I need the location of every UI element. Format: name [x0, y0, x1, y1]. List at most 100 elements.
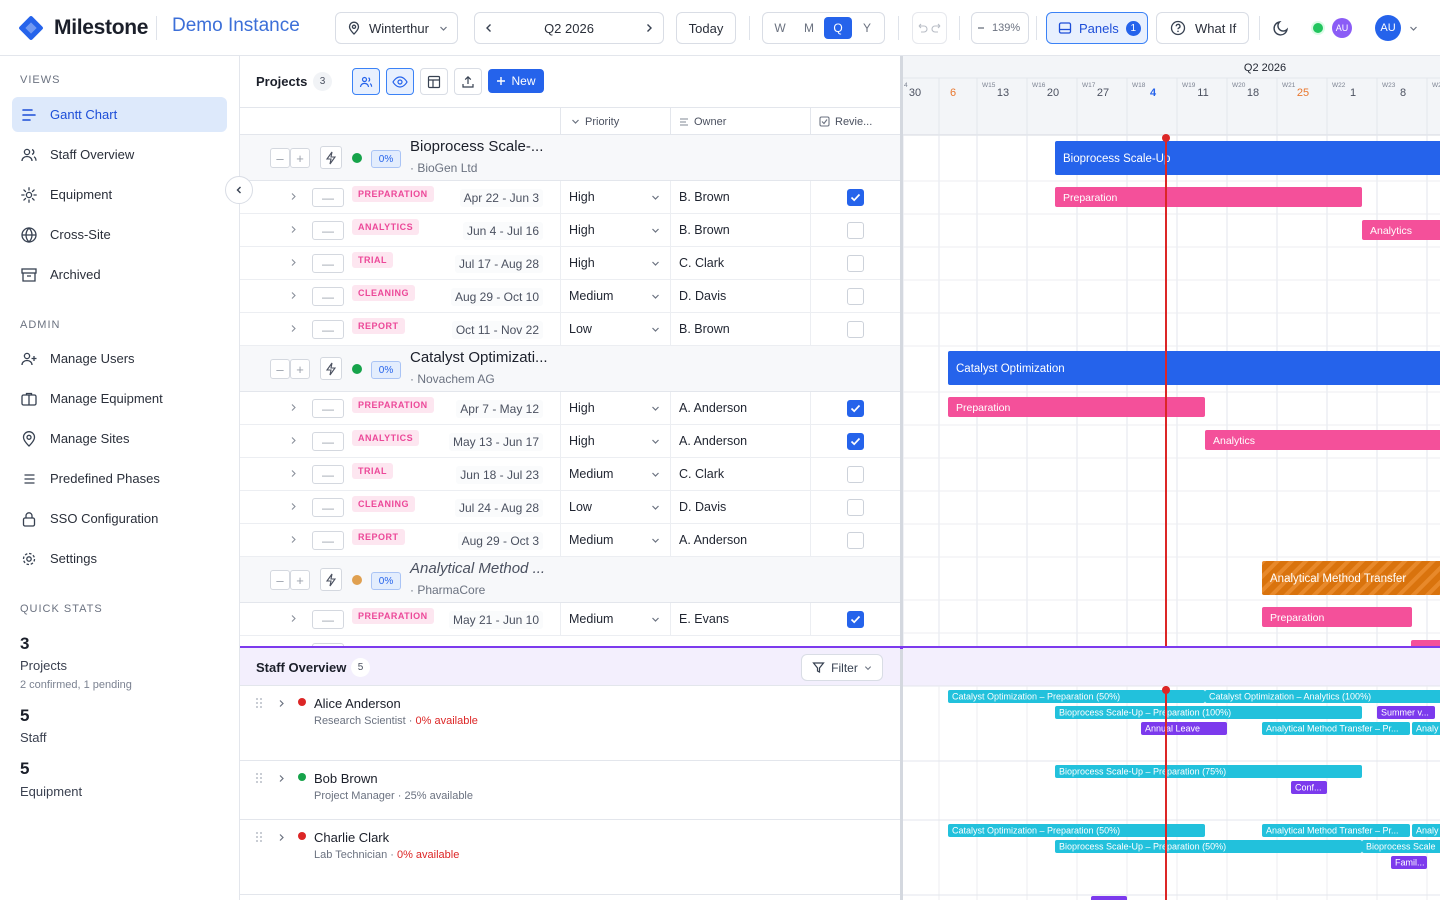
staff-allocation-bar[interactable]	[1055, 840, 1362, 853]
phase-date-range[interactable]: Apr 22 - Jun 3	[459, 189, 543, 207]
chevron-right-icon[interactable]	[289, 614, 298, 623]
staff-allocation-bar[interactable]	[1205, 690, 1440, 703]
priority-column-header[interactable]: Priority	[560, 108, 670, 135]
project-row[interactable]: – +0% Catalyst Optimizati... · Novachem AG	[240, 346, 900, 392]
expand-project-button[interactable]: +	[290, 148, 310, 168]
project-name[interactable]: Bioprocess Scale-...	[410, 138, 544, 155]
review-checkbox[interactable]	[847, 255, 864, 272]
auto-schedule-button[interactable]	[320, 146, 342, 169]
owner-cell[interactable]: C. Clark	[679, 467, 725, 481]
phase-handle-button[interactable]: —	[312, 465, 344, 484]
priority-select[interactable]: High	[569, 401, 595, 415]
review-checkbox[interactable]	[847, 433, 864, 450]
owner-cell[interactable]: B. Brown	[679, 223, 730, 237]
priority-select[interactable]: High	[569, 434, 595, 448]
logo[interactable]: Milestone	[16, 13, 148, 43]
staff-allocation-bar[interactable]	[1391, 856, 1427, 869]
sidebar-item-settings[interactable]: Settings	[12, 541, 227, 576]
phase-row[interactable]: — ANALYTICS May 13 - Jun 17 High A. Anderson	[240, 425, 900, 458]
phase-row[interactable]	[240, 636, 900, 646]
staff-allocation-bar[interactable]	[1412, 824, 1440, 837]
gantt-bar[interactable]	[1362, 220, 1440, 240]
chevron-right-icon[interactable]	[289, 291, 298, 300]
priority-select[interactable]: Medium	[569, 467, 614, 481]
sidebar-item-cross-site[interactable]: Cross-Site	[12, 217, 227, 252]
auto-schedule-button[interactable]	[320, 357, 342, 380]
auto-schedule-button[interactable]	[320, 568, 342, 591]
staff-allocation-bar[interactable]	[1291, 781, 1327, 794]
priority-select[interactable]: Medium	[569, 533, 614, 547]
staff-allocation-bar[interactable]	[1141, 722, 1227, 735]
panel-splitter[interactable]	[240, 646, 1440, 649]
staff-name[interactable]: Bob Brown	[314, 771, 378, 786]
phase-handle-button[interactable]: —	[312, 320, 344, 339]
staff-row[interactable]: Alice Anderson Research Scientist · 0% av…	[240, 686, 900, 761]
owner-cell[interactable]: D. Davis	[679, 500, 727, 514]
review-column-header[interactable]: Revie...	[810, 108, 900, 135]
sidebar-item-sso-configuration[interactable]: SSO Configuration	[12, 501, 227, 536]
priority-select[interactable]: Low	[569, 500, 592, 514]
phase-row[interactable]: — CLEANING Jul 24 - Aug 28 Low D. Davis	[240, 491, 900, 524]
phase-date-range[interactable]: May 13 - Jun 17	[448, 433, 543, 451]
today-button[interactable]: Today	[676, 12, 736, 44]
review-checkbox[interactable]	[847, 466, 864, 483]
staff-allocation-bar[interactable]	[1055, 706, 1362, 719]
gantt-bar[interactable]	[1055, 141, 1440, 175]
view-mode-quarter[interactable]: Q	[824, 17, 852, 39]
staff-allocation-bar[interactable]	[1412, 722, 1440, 735]
owner-cell[interactable]: A. Anderson	[679, 434, 748, 448]
priority-select[interactable]: High	[569, 223, 595, 237]
layout-button[interactable]	[420, 68, 448, 95]
staff-allocation-bar[interactable]	[1362, 840, 1440, 853]
phase-row[interactable]: — PREPARATION May 21 - Jun 10 Medium E. Evan…	[240, 603, 900, 636]
review-checkbox[interactable]	[847, 400, 864, 417]
period-label[interactable]: Q2 2026	[544, 20, 594, 36]
phase-handle-button[interactable]: —	[312, 287, 344, 306]
owner-cell[interactable]: E. Evans	[679, 612, 730, 626]
owner-cell[interactable]: B. Brown	[679, 190, 730, 204]
phase-handle-button[interactable]: —	[312, 610, 344, 629]
zoom-out-icon[interactable]	[976, 23, 986, 33]
undo-icon[interactable]	[916, 22, 928, 34]
phase-date-range[interactable]: Aug 29 - Oct 3	[457, 532, 543, 550]
chevron-right-icon[interactable]	[289, 436, 298, 445]
chevron-right-icon[interactable]	[289, 225, 298, 234]
drag-handle-icon[interactable]	[255, 772, 263, 784]
what-if-button[interactable]: What If	[1156, 12, 1249, 44]
staff-allocation-bar[interactable]	[1377, 706, 1435, 719]
gantt-bar[interactable]	[1262, 607, 1412, 627]
view-mode-month[interactable]: M	[804, 21, 814, 35]
phase-row[interactable]: — CLEANING Aug 29 - Oct 10 Medium D. Davis	[240, 280, 900, 313]
view-mode-year[interactable]: Y	[862, 21, 871, 35]
phase-date-range[interactable]: May 21 - Jun 10	[448, 611, 543, 629]
filter-button[interactable]: Filter	[801, 654, 883, 681]
panels-button[interactable]: Panels 1	[1046, 12, 1148, 44]
chevron-down-icon[interactable]	[1409, 24, 1418, 33]
project-row[interactable]: – +0% Analytical Method ... · PharmaCore	[240, 557, 900, 603]
phase-handle-button[interactable]: —	[312, 432, 344, 451]
phase-row[interactable]: — TRIAL Jun 18 - Jul 23 Medium C. Clark	[240, 458, 900, 491]
group-by-staff-button[interactable]	[352, 68, 380, 95]
project-name[interactable]: Catalyst Optimizati...	[410, 349, 548, 366]
review-checkbox[interactable]	[847, 288, 864, 305]
sidebar-item-staff-overview[interactable]: Staff Overview	[12, 137, 227, 172]
priority-select[interactable]: High	[569, 190, 595, 204]
phase-date-range[interactable]: Jun 4 - Jul 16	[462, 222, 543, 240]
sidebar-item-manage-equipment[interactable]: Manage Equipment	[12, 381, 227, 416]
phase-handle-button[interactable]: —	[312, 498, 344, 517]
gantt-bar[interactable]	[1262, 561, 1440, 595]
phase-date-range[interactable]: Apr 7 - May 12	[456, 400, 543, 418]
sidebar-item-gantt-chart[interactable]: Gantt Chart	[12, 97, 227, 132]
phase-row[interactable]: — REPORT Oct 11 - Nov 22 Low B. Brown	[240, 313, 900, 346]
sidebar-item-manage-users[interactable]: Manage Users	[12, 341, 227, 376]
phase-row[interactable]: — PREPARATION Apr 22 - Jun 3 High B. Brown	[240, 181, 900, 214]
review-checkbox[interactable]	[847, 321, 864, 338]
chevron-right-icon[interactable]	[277, 833, 286, 842]
view-mode-week[interactable]: W	[774, 21, 786, 35]
presence-avatar[interactable]: AU	[1332, 18, 1352, 38]
chevron-left-icon[interactable]	[483, 22, 495, 34]
sidebar-item-manage-sites[interactable]: Manage Sites	[12, 421, 227, 456]
collapse-project-button[interactable]: –	[270, 359, 290, 379]
export-button[interactable]	[454, 68, 482, 95]
staff-row[interactable]: Charlie Clark Lab Technician · 0% availab…	[240, 820, 900, 895]
